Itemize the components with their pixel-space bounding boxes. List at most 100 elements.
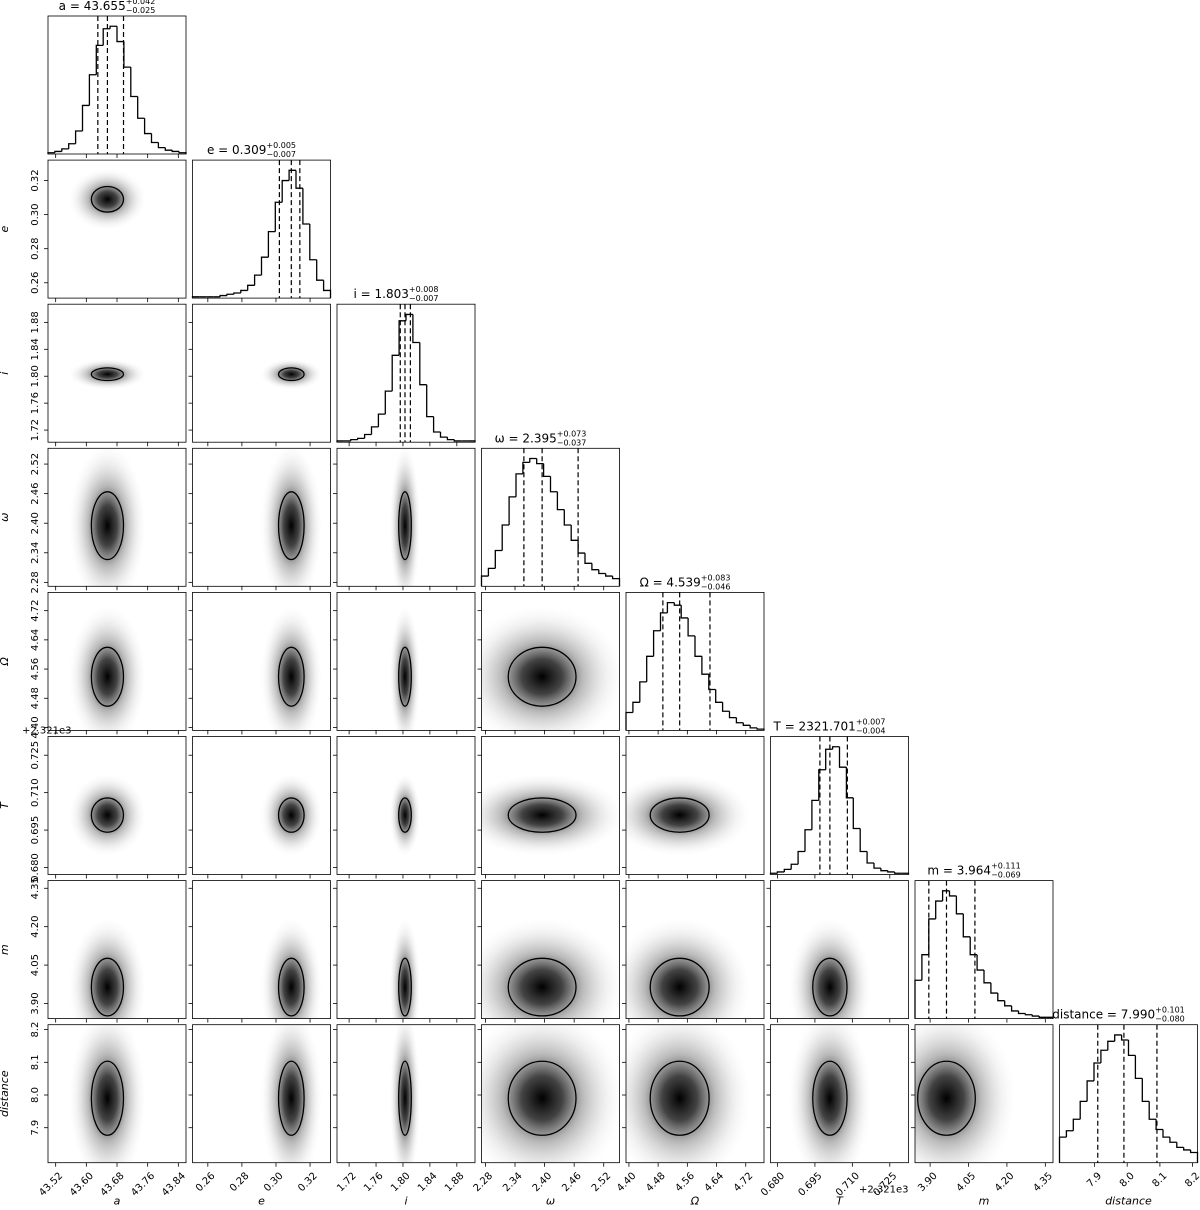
- contour: [507, 646, 577, 707]
- histogram-bin: [267, 231, 276, 258]
- histogram-bin: [776, 871, 785, 874]
- histogram-bin: [783, 868, 792, 872]
- histogram-bin: [563, 509, 572, 526]
- histogram-bin: [749, 725, 758, 729]
- histogram-bin: [68, 143, 76, 149]
- panel-title: ω = 2.395+0.073 −0.037: [495, 429, 587, 447]
- histogram-bin: [1155, 1119, 1163, 1131]
- histogram-bin: [701, 656, 709, 675]
- x-tick-label: 3.90: [916, 1171, 940, 1195]
- histogram-bin: [322, 280, 332, 299]
- density-group: [481, 1024, 620, 1163]
- histogram-bin: [598, 569, 606, 575]
- y-tick-label: 4.40: [30, 716, 41, 738]
- density-group: [626, 773, 751, 857]
- title-text: Ω = 4.539: [640, 575, 701, 589]
- y-tick-label: 4.20: [30, 916, 41, 938]
- y-tick-label: 4.64: [30, 629, 41, 651]
- histogram-bin: [1058, 1136, 1067, 1163]
- histogram-bin: [873, 863, 881, 869]
- histogram-bin: [935, 900, 943, 919]
- x-tick-label: 1.84: [416, 1171, 440, 1195]
- title-minus: −0.025: [126, 6, 156, 15]
- title-text: e = 0.309: [207, 143, 266, 157]
- histogram-bin: [123, 41, 131, 68]
- histogram-bin: [866, 851, 874, 864]
- histogram-bin: [405, 313, 413, 321]
- title-plus: +0.111: [991, 862, 1021, 871]
- panel-frame: [481, 736, 620, 875]
- contour: [649, 797, 710, 833]
- y-tick-label: 4.05: [30, 954, 41, 976]
- density: [481, 773, 620, 857]
- histogram-bin: [1120, 1034, 1129, 1041]
- contour: [917, 1060, 976, 1136]
- histogram-bin: [316, 259, 324, 281]
- panel-frame: [914, 880, 1054, 1019]
- panel-frame: [481, 1024, 620, 1164]
- histogram-bin: [887, 870, 895, 873]
- density: [626, 918, 751, 1019]
- title-plus: +0.005: [266, 141, 296, 150]
- histogram-bin: [74, 130, 83, 144]
- density: [389, 448, 421, 587]
- histogram-bin: [391, 354, 400, 392]
- contour: [90, 185, 125, 213]
- x-tick-label: 4.05: [955, 1171, 979, 1195]
- y-tick-label: 8.1: [30, 1054, 41, 1070]
- y-tick-label: 0.695: [30, 816, 41, 845]
- density-group: [68, 606, 146, 731]
- histogram-bin: [219, 294, 227, 297]
- histogram-bin: [646, 655, 654, 682]
- histogram-bin: [398, 320, 406, 356]
- histogram-bin: [611, 576, 621, 587]
- title-plus: +0.008: [409, 285, 439, 294]
- x-tick-label: 4.72: [732, 1171, 756, 1195]
- x-tick-label: 0.680: [759, 1171, 787, 1199]
- density-group: [68, 448, 146, 587]
- histogram-bin: [61, 148, 69, 152]
- histogram-bin: [1169, 1137, 1177, 1143]
- y-tick-label: 3.90: [30, 992, 41, 1014]
- density-group: [260, 606, 322, 731]
- x-axis-label: e: [258, 1195, 265, 1208]
- density-group: [389, 773, 421, 857]
- panel-frame: [47, 736, 187, 875]
- panel-frame: [481, 447, 620, 587]
- histogram-bin: [666, 601, 675, 613]
- title-text: distance = 7.990: [1052, 1008, 1155, 1022]
- x-axis-label: distance: [1105, 1195, 1152, 1208]
- x-offset-label: +2.321e3: [859, 1185, 909, 1196]
- histogram-bin: [1189, 1149, 1199, 1163]
- histogram-bin: [240, 289, 248, 293]
- histogram-bin: [260, 256, 269, 276]
- contour: [398, 491, 412, 561]
- contour: [277, 1060, 305, 1136]
- panel-frame: [770, 736, 909, 875]
- y-tick-label: 2.52: [30, 453, 41, 475]
- panel-frame: [192, 303, 331, 443]
- y-tick-label: 0.26: [30, 272, 41, 294]
- histogram-bin: [412, 314, 420, 344]
- y-tick-label: 1.80: [30, 365, 41, 387]
- x-tick-label: 4.40: [615, 1171, 639, 1195]
- x-tick-label: 43.76: [129, 1171, 157, 1199]
- histogram-bin: [95, 44, 104, 75]
- panel-frame: [192, 159, 331, 299]
- histogram-bin: [708, 674, 716, 691]
- histogram-bin: [721, 702, 730, 712]
- histogram-bin: [1010, 1005, 1019, 1012]
- density: [68, 1024, 146, 1163]
- x-tick-label: 1.72: [335, 1171, 359, 1195]
- panel-frame: [47, 15, 187, 155]
- y-tick-label: 2.46: [30, 483, 41, 505]
- density-group: [389, 1024, 421, 1163]
- histogram-bin: [81, 104, 90, 131]
- density-group: [260, 773, 322, 857]
- x-axis-label: a: [114, 1195, 121, 1208]
- contour: [812, 1060, 848, 1136]
- histogram-bin: [955, 895, 964, 915]
- y-tick-label: 1.76: [30, 392, 41, 414]
- histogram-bin: [1004, 1000, 1012, 1007]
- y-tick-label: 4.72: [30, 600, 41, 622]
